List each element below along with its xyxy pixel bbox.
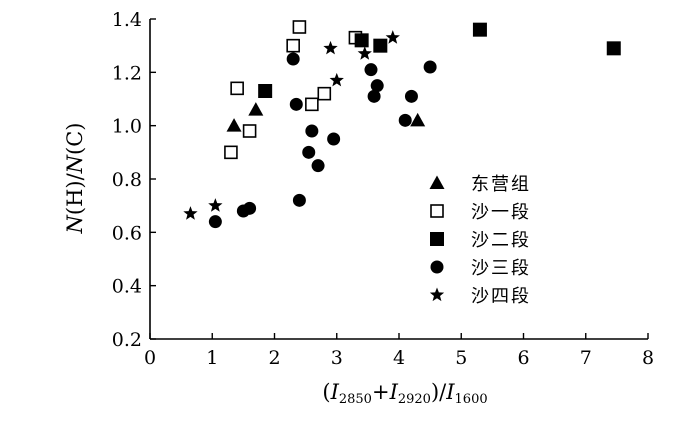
data-point <box>373 38 388 53</box>
legend-label: 沙四段 <box>471 286 531 307</box>
data-point <box>258 84 273 98</box>
data-point <box>327 132 341 146</box>
data-point <box>305 97 319 112</box>
data-point <box>364 63 378 77</box>
data-point <box>286 38 300 53</box>
data-point <box>367 89 381 103</box>
y-tick-label: 0.4 <box>112 276 142 298</box>
data-point <box>230 81 244 96</box>
data-point <box>242 124 257 138</box>
data-point <box>286 52 300 66</box>
x-tick-label: 2 <box>268 347 280 369</box>
data-point <box>472 22 487 37</box>
x-axis-label: (I2850+I2920)/I1600 <box>322 380 487 407</box>
legend-marker <box>429 287 445 302</box>
data-point <box>357 46 372 60</box>
data-point <box>404 89 418 103</box>
data-point <box>289 97 303 111</box>
y-tick-label: 1.4 <box>112 9 142 31</box>
data-point <box>224 145 238 160</box>
data-point <box>398 113 412 127</box>
legend-marker <box>429 175 445 189</box>
data-point <box>208 215 222 229</box>
legend-marker <box>430 204 444 218</box>
axis-ticks: 0 1 2 3 4 5 6 7 8 0.2 0.4 0.6 0.8 1.0 1.2 1.4 <box>112 9 654 369</box>
data-point <box>423 60 437 74</box>
legend-marker <box>430 260 444 274</box>
data-point <box>323 40 338 55</box>
x-tick-label: 5 <box>455 347 467 369</box>
data-point <box>302 145 316 159</box>
data-point <box>243 201 257 215</box>
x-tick-label: 0 <box>144 347 156 369</box>
legend-label: 沙二段 <box>471 230 531 251</box>
x-tick-label: 7 <box>580 347 592 369</box>
y-tick-label: 0.8 <box>112 169 142 191</box>
x-tick-label: 4 <box>393 347 405 369</box>
y-tick-label: 0.6 <box>112 222 142 244</box>
data-point <box>329 72 344 87</box>
data-point <box>317 86 332 101</box>
x-tick-label: 1 <box>206 347 218 369</box>
data-point <box>292 20 307 34</box>
data-point <box>311 159 325 173</box>
data-point <box>606 41 621 56</box>
legend-marker <box>430 232 444 246</box>
data-point <box>410 112 426 127</box>
data-point <box>226 118 242 132</box>
data-point <box>183 206 198 220</box>
legend-label: 沙一段 <box>471 202 531 223</box>
data-point <box>385 30 400 44</box>
y-tick-label: 0.2 <box>112 329 142 351</box>
data-point <box>305 124 319 138</box>
x-tick-label: 3 <box>331 347 343 369</box>
y-tick-label: 1.2 <box>112 62 142 84</box>
x-tick-label: 8 <box>642 347 654 369</box>
data-point <box>370 79 384 93</box>
legend-label: 沙三段 <box>471 258 531 279</box>
data-point <box>354 33 369 48</box>
y-tick-label: 1.0 <box>112 116 142 138</box>
data-point <box>248 102 264 116</box>
data-point <box>208 198 223 212</box>
data-point <box>292 193 306 207</box>
plot-frame <box>149 19 648 340</box>
y-axis-label: N(H)/N(C) <box>63 123 87 235</box>
legend-label: 东营组 <box>471 174 531 195</box>
x-tick-label: 6 <box>517 347 529 369</box>
data-points <box>183 20 621 229</box>
